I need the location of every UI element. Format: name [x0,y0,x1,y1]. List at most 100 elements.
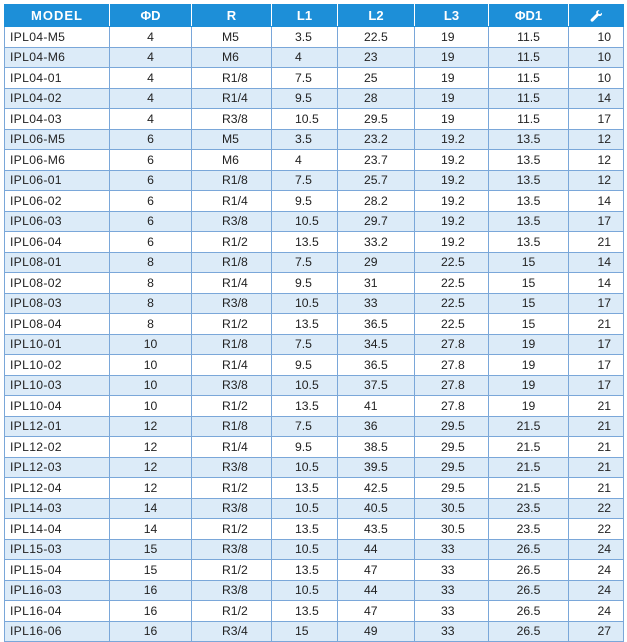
cell-phi-d1: 11.5 [488,108,569,130]
cell-phi-d: 15 [109,538,192,560]
cell-model: IPL08-01 [4,251,110,273]
cell-phi-d1: 11.5 [488,87,569,109]
cell-l2: 28 [337,87,415,109]
cell-r: R1/8 [191,251,272,273]
cell-phi-d1: 19 [488,333,569,355]
cell-l2: 44 [337,579,415,601]
cell-wrench-size: 21 [568,313,624,335]
cell-l2: 29 [337,251,415,273]
cell-phi-d: 4 [109,26,192,48]
cell-model: IPL06-04 [4,231,110,253]
cell-phi-d1: 26.5 [488,538,569,560]
cell-phi-d1: 13.5 [488,190,569,212]
cell-wrench-size: 17 [568,374,624,396]
cell-r: R1/2 [191,477,272,499]
cell-l1: 7.5 [271,67,338,89]
cell-phi-d1: 13.5 [488,128,569,150]
cell-model: IPL14-04 [4,518,110,540]
cell-l3: 29.5 [414,477,489,499]
cell-r: R1/2 [191,313,272,335]
cell-phi-d: 6 [109,210,192,232]
cell-r: R3/8 [191,108,272,130]
cell-model: IPL06-M5 [4,128,110,150]
cell-wrench-size: 21 [568,415,624,437]
cell-l2: 47 [337,559,415,581]
cell-phi-d: 12 [109,436,192,458]
cell-l2: 23 [337,46,415,68]
cell-l2: 40.5 [337,497,415,519]
cell-l3: 27.8 [414,374,489,396]
cell-l3: 22.5 [414,251,489,273]
cell-r: M5 [191,128,272,150]
cell-model: IPL06-02 [4,190,110,212]
cell-l2: 25.7 [337,169,415,191]
cell-l1: 9.5 [271,436,338,458]
table-row: IPL04-03 4 R3/8 10.5 29.5 19 11.5 17 [4,108,624,130]
cell-wrench-size: 17 [568,292,624,314]
cell-l1: 3.5 [271,26,338,48]
cell-wrench-size: 14 [568,190,624,212]
table-row: IPL14-03 14 R3/8 10.5 40.5 30.5 23.5 22 [4,497,624,519]
cell-phi-d1: 26.5 [488,620,569,642]
cell-phi-d1: 13.5 [488,149,569,171]
cell-phi-d: 8 [109,251,192,273]
cell-model: IPL08-02 [4,272,110,294]
cell-l2: 47 [337,600,415,622]
cell-l1: 4 [271,149,338,171]
cell-l3: 19 [414,46,489,68]
cell-phi-d1: 21.5 [488,456,569,478]
cell-wrench-size: 14 [568,87,624,109]
cell-l2: 28.2 [337,190,415,212]
cell-r: R1/4 [191,436,272,458]
cell-l3: 33 [414,559,489,581]
cell-l3: 30.5 [414,518,489,540]
cell-phi-d: 4 [109,108,192,130]
cell-l2: 49 [337,620,415,642]
cell-l1: 13.5 [271,231,338,253]
cell-wrench-size: 22 [568,518,624,540]
cell-wrench-size: 27 [568,620,624,642]
cell-l3: 19.2 [414,231,489,253]
cell-l1: 10.5 [271,579,338,601]
cell-l3: 27.8 [414,395,489,417]
table-row: IPL06-02 6 R1/4 9.5 28.2 19.2 13.5 14 [4,190,624,212]
cell-l3: 33 [414,620,489,642]
cell-l3: 27.8 [414,354,489,376]
cell-phi-d: 12 [109,477,192,499]
cell-l1: 9.5 [271,87,338,109]
cell-phi-d1: 15 [488,292,569,314]
cell-r: R1/2 [191,395,272,417]
cell-wrench-size: 17 [568,210,624,232]
cell-wrench-size: 17 [568,108,624,130]
cell-model: IPL12-04 [4,477,110,499]
cell-l3: 27.8 [414,333,489,355]
cell-wrench-size: 21 [568,231,624,253]
cell-phi-d: 6 [109,190,192,212]
cell-phi-d: 14 [109,497,192,519]
cell-r: R1/2 [191,231,272,253]
table-row: IPL04-02 4 R1/4 9.5 28 19 11.5 14 [4,87,624,109]
cell-r: R1/4 [191,87,272,109]
cell-r: R1/4 [191,354,272,376]
table-row: IPL04-M6 4 M6 4 23 19 11.5 10 [4,46,624,68]
cell-l2: 33 [337,292,415,314]
cell-phi-d: 8 [109,313,192,335]
cell-r: R1/8 [191,333,272,355]
header-model: MODEL [4,4,110,27]
cell-phi-d: 14 [109,518,192,540]
cell-wrench-size: 21 [568,477,624,499]
cell-l3: 29.5 [414,456,489,478]
table-row: IPL08-02 8 R1/4 9.5 31 22.5 15 14 [4,272,624,294]
cell-l1: 10.5 [271,292,338,314]
cell-model: IPL16-03 [4,579,110,601]
cell-model: IPL04-01 [4,67,110,89]
cell-l1: 10.5 [271,108,338,130]
cell-wrench-size: 10 [568,67,624,89]
cell-r: R1/8 [191,67,272,89]
header-wrench [568,4,624,27]
cell-model: IPL06-03 [4,210,110,232]
cell-phi-d1: 19 [488,395,569,417]
cell-r: R1/8 [191,169,272,191]
table-row: IPL06-01 6 R1/8 7.5 25.7 19.2 13.5 12 [4,169,624,191]
cell-r: M6 [191,46,272,68]
